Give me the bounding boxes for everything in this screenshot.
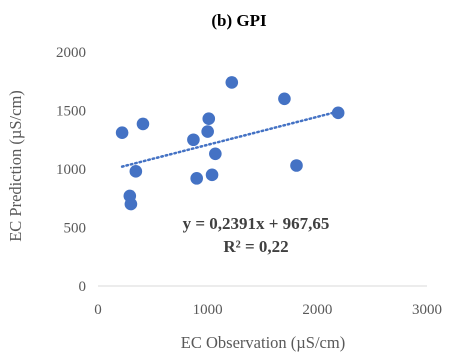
y-tick-label: 1500: [56, 104, 86, 120]
data-point: [290, 159, 303, 172]
data-points: [115, 76, 345, 211]
y-tick-label: 1000: [56, 162, 86, 178]
r-squared-label: R² = 0,22: [223, 237, 288, 256]
data-point: [225, 76, 239, 89]
data-point: [124, 197, 138, 211]
data-point: [205, 168, 219, 182]
data-point: [129, 165, 143, 178]
data-point: [190, 172, 203, 185]
y-axis-title: EC Prediction (µS/cm): [6, 90, 25, 242]
x-tick-label: 1000: [193, 302, 223, 318]
y-tick-label: 0: [79, 279, 87, 295]
data-point: [115, 126, 129, 140]
data-point: [187, 133, 200, 147]
data-point: [331, 106, 345, 120]
y-tick-label: 2000: [56, 45, 86, 61]
x-tick-label: 2000: [302, 302, 332, 318]
data-point: [209, 147, 222, 161]
y-axis-ticks: 0 500 1000 1500 2000: [56, 45, 86, 295]
y-tick-label: 500: [64, 221, 87, 237]
x-tick-label: 3000: [412, 302, 442, 318]
data-point: [202, 112, 216, 125]
trendline: [120, 110, 340, 168]
x-axis-title: EC Observation (µS/cm): [181, 333, 345, 352]
chart-title: (b) GPI: [211, 11, 267, 30]
data-point: [278, 92, 291, 106]
x-axis-ticks: 0 1000 2000 3000: [94, 302, 442, 318]
x-tick-label: 0: [94, 302, 102, 318]
trendline-equation: y = 0,2391x + 967,65: [183, 214, 330, 233]
data-point: [136, 117, 150, 131]
data-point: [201, 125, 214, 138]
